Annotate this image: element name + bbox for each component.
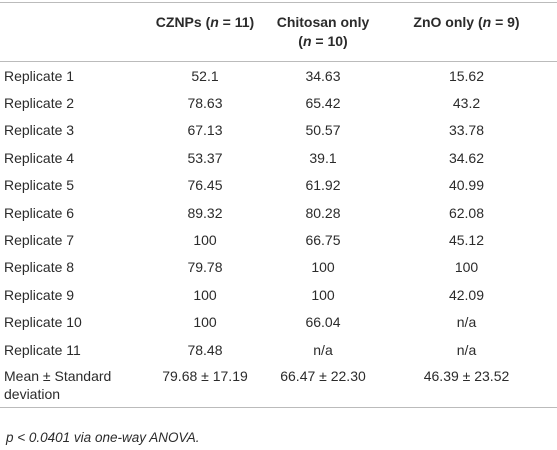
cell-value: 100 [193,232,217,249]
header-text: n [302,33,312,49]
cell-value: 78.63 [187,95,223,112]
row-label: Replicate 3 [4,122,75,139]
cell-value: 66.75 [305,232,341,249]
table-body: Replicate 1 52.1 34.63 15.62 Replicate 2 78.6… [0,62,557,408]
header-text: n [482,14,492,30]
cell-value: 100 [193,286,217,303]
header-row: CZNPs (n = 11) Chitosan only (n = 10) ZnO … [0,2,557,62]
data-table: CZNPs (n = 11) Chitosan only (n = 10) ZnO … [0,2,557,409]
cell-value: 79.78 [187,259,223,276]
header-cell [0,2,140,62]
table-row: Replicate 2 78.63 65.42 43.2 [0,89,557,116]
cell-value: n/a [456,314,477,331]
cell-value: 39.1 [309,149,337,166]
row-label: Mean ± Standard deviation [4,368,112,403]
table-row: Replicate 6 89.32 80.28 62.08 [0,199,557,226]
cell-value: 89.32 [187,204,223,221]
cell-value: 34.62 [448,149,485,166]
cell-value: 66.47 ± 22.30 [280,368,366,385]
cell-value: 34.63 [305,67,341,84]
cell-value: 62.08 [448,204,485,221]
cell-value: 45.12 [448,232,485,249]
cell-value: 40.99 [448,177,485,194]
header-text: = 10) [311,33,348,49]
row-label: Replicate 10 [4,314,82,331]
cell-value: 100 [193,314,217,331]
cell-value: 65.42 [305,95,341,112]
cell-value: 33.78 [448,122,485,139]
cell-value: 100 [454,259,479,276]
row-label: Replicate 1 [4,67,75,84]
row-label: Replicate 9 [4,286,75,303]
cell-value: 46.39 ± 23.52 [423,368,510,385]
table-row: Replicate 1 52.1 34.63 15.62 [0,62,557,90]
cell-value: 53.37 [187,149,223,166]
cell-value: 52.1 [191,67,219,84]
cell-value: 42.09 [448,286,485,303]
cell-value: 67.13 [187,122,223,139]
table-row: Mean ± Standard deviation 79.68 ± 17.19 66… [0,363,557,408]
table-row: Replicate 7 100 66.75 45.12 [0,226,557,253]
cell-value: n/a [456,341,477,358]
header-text: n [210,14,219,30]
header-text: CZNPs ( [155,14,211,30]
header-cell: CZNPs (n = 11) [140,2,270,62]
cell-value: 78.48 [187,341,223,358]
table-row: Replicate 5 76.45 61.92 40.99 [0,172,557,199]
header-text: = 11) [218,14,255,30]
row-label: Replicate 4 [4,149,75,166]
cell-value: 66.04 [305,314,341,331]
table-row: Replicate 10 100 66.04 n/a [0,309,557,336]
table-row: Replicate 3 67.13 50.57 33.78 [0,117,557,144]
cell-value: 100 [311,259,335,276]
header-text: = 9) [491,14,520,30]
header-cell: ZnO only (n = 9) [376,2,557,62]
table-row: Replicate 9 100 100 42.09 [0,281,557,308]
footnote: p < 0.0401 via one-way ANOVA. [6,430,200,446]
table-row: Replicate 8 79.78 100 100 [0,254,557,281]
cell-value: 61.92 [305,177,341,194]
cell-value: 100 [311,286,335,303]
row-label: Replicate 6 [4,204,75,221]
cell-value: 43.2 [452,95,481,112]
row-label: Replicate 11 [4,341,81,358]
cell-value: 15.62 [448,67,485,84]
header-cell: Chitosan only (n = 10) [270,2,376,62]
header-text: Chitosan only ( [276,14,370,49]
row-label: Replicate 8 [4,259,75,276]
row-label: Replicate 5 [4,177,75,194]
header-text: ZnO only ( [413,14,483,30]
cell-value: 79.68 ± 17.19 [162,368,248,385]
cell-value: 50.57 [305,122,341,139]
table-row: Replicate 4 53.37 39.1 34.62 [0,144,557,171]
row-label: Replicate 7 [4,232,75,249]
cell-value: n/a [313,341,333,358]
table-row: Replicate 11 78.48 n/a n/a [0,336,557,363]
row-label: Replicate 2 [4,95,75,112]
cell-value: 76.45 [187,177,223,194]
cell-value: 80.28 [305,204,341,221]
